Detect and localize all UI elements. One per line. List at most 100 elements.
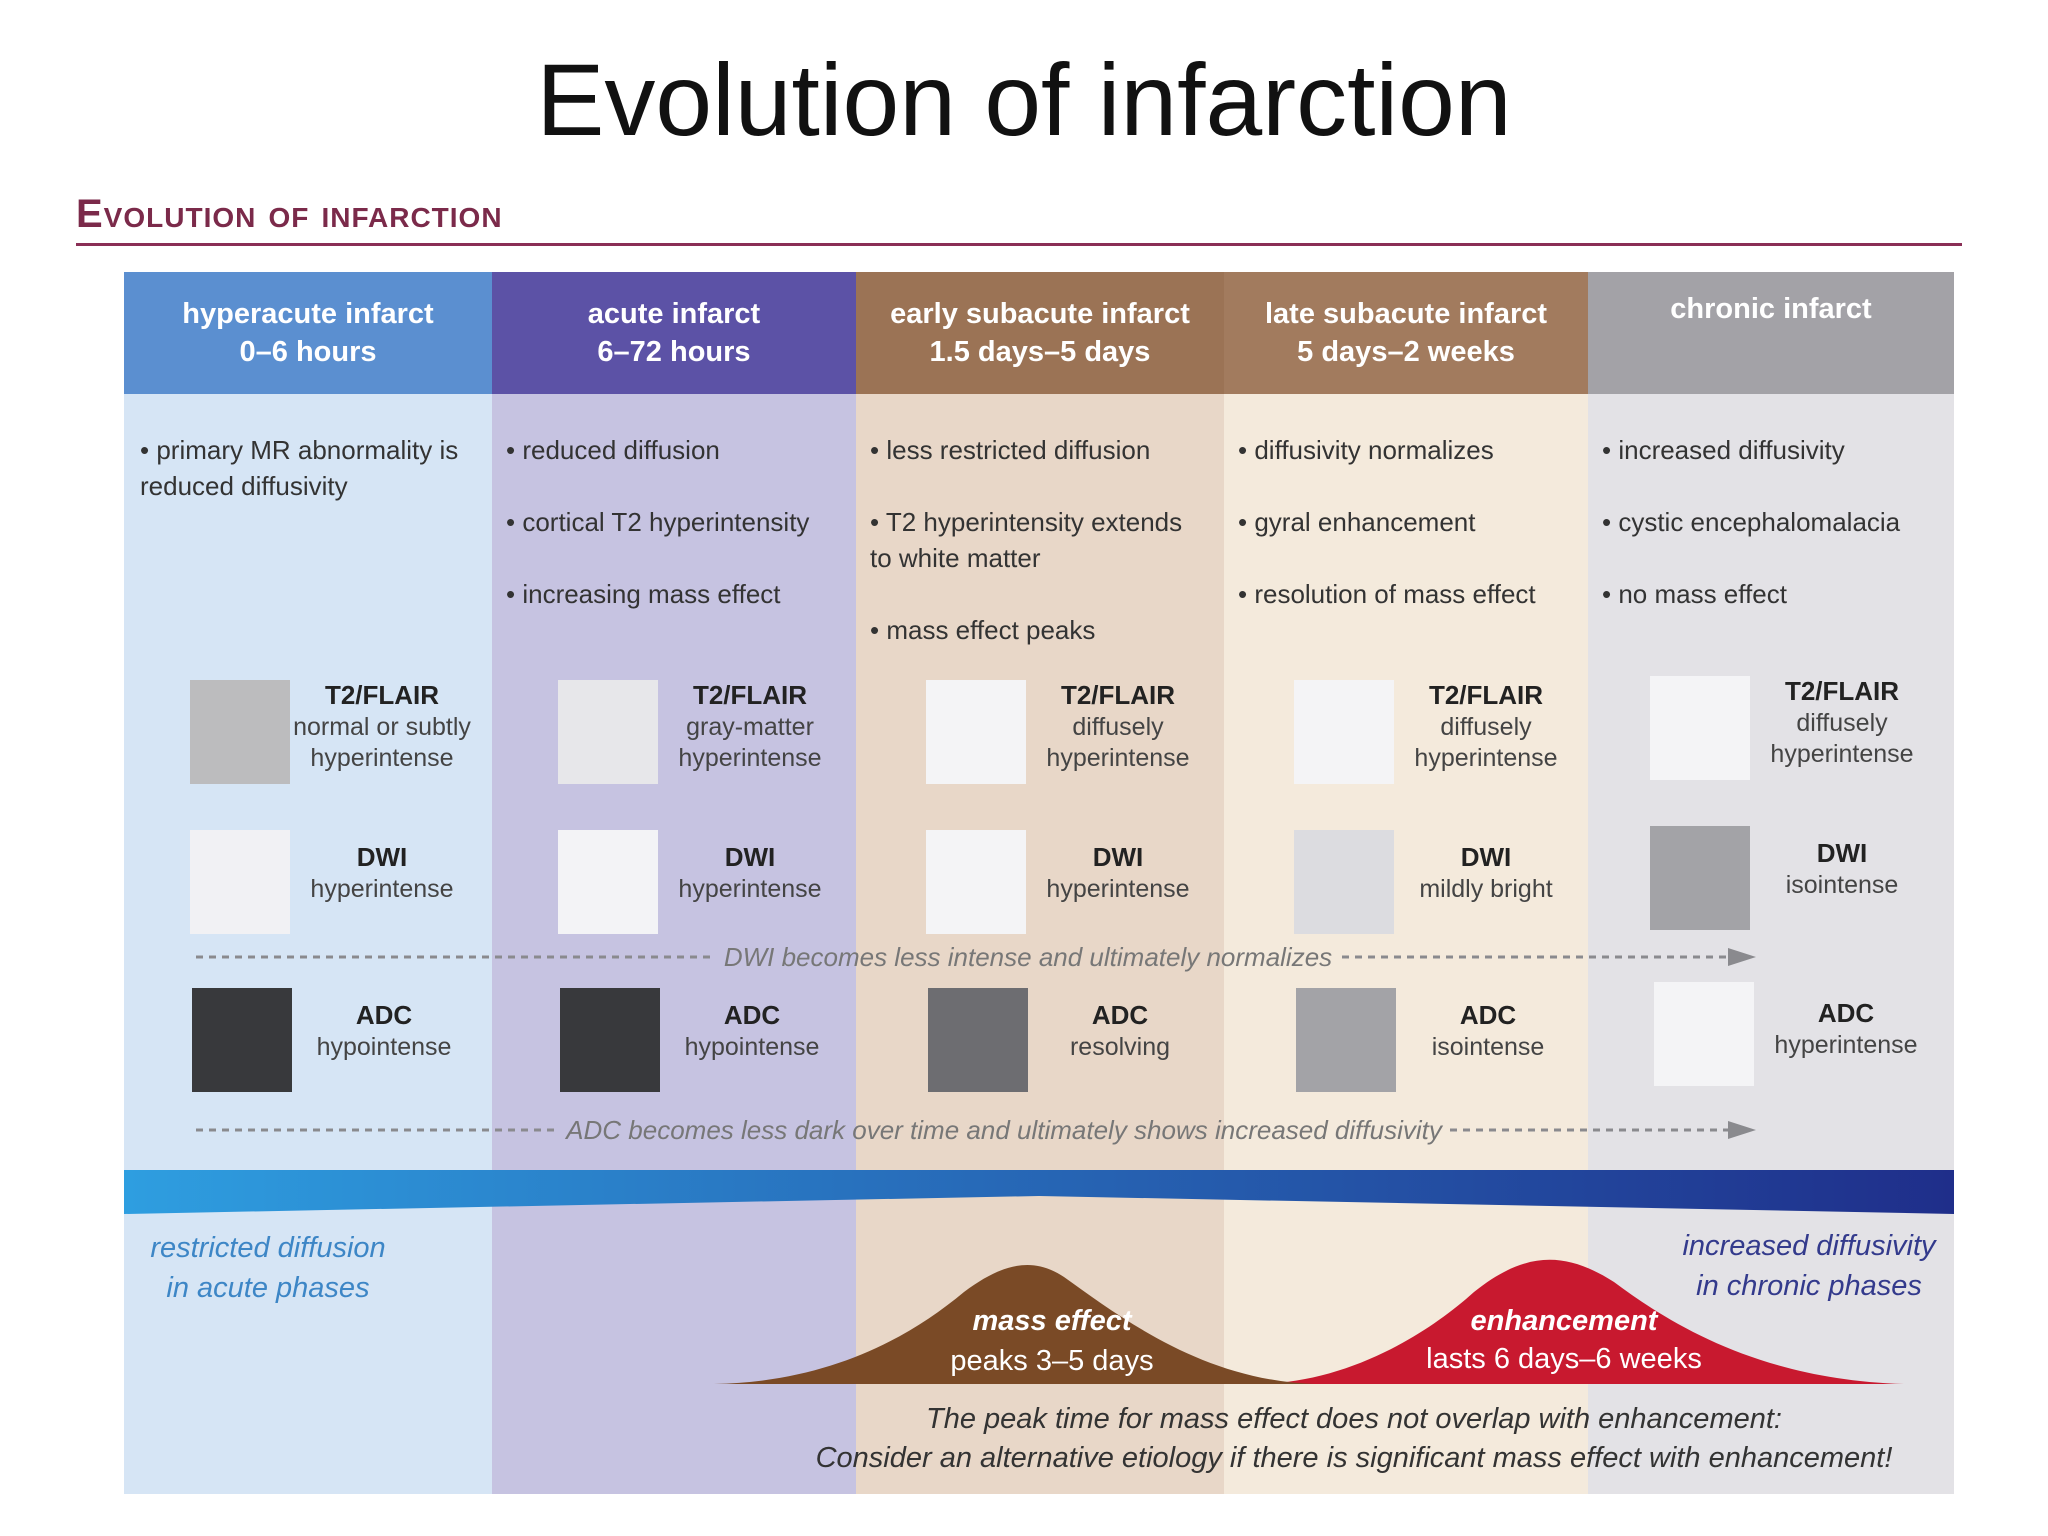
adc-title: ADC [723, 1000, 781, 1030]
t2-label-late-subacute: T2/FLAIR diffusely hyperintense [1396, 680, 1576, 774]
header-title: early subacute infarct [890, 298, 1190, 330]
column-bg-chronic [1588, 272, 1954, 1494]
diffusion-left-label: restricted diffusion in acute phases [150, 1232, 386, 1304]
t2-title: T2/FLAIR [1784, 676, 1900, 706]
adc-swatch-late-subacute [1296, 988, 1396, 1092]
finding: • reduced diffusion [506, 435, 720, 465]
header-hyperacute: hyperacute infarct 0–6 hours [124, 272, 492, 394]
t2-desc: diffusely hyperintense [1770, 709, 1914, 768]
mass-effect-title: mass effect [972, 1305, 1132, 1337]
diffusion-right-label: increased diffusivity in chronic phases [1682, 1230, 1936, 1302]
enhancement-desc: lasts 6 days–6 weeks [1426, 1343, 1702, 1375]
t2-title: T2/FLAIR [324, 680, 440, 710]
header-early-subacute: early subacute infarct 1.5 days–5 days [856, 272, 1224, 394]
adc-title: ADC [355, 1000, 413, 1030]
dwi-arrowhead [1728, 948, 1756, 966]
figure-heading: Evolution of infarction [76, 192, 503, 236]
adc-title: ADC [1817, 998, 1875, 1028]
finding: • gyral enhancement [1238, 507, 1476, 537]
infarction-timeline-figure: hyperacute infarct 0–6 hours acute infar… [124, 272, 1954, 1494]
enhancement-curve [1254, 1259, 1904, 1384]
header-chronic: chronic infarct [1588, 272, 1954, 394]
dwi-swatch-late-subacute [1294, 830, 1394, 934]
t2-swatch-chronic [1650, 676, 1750, 780]
adc-swatch-early-subacute [928, 988, 1028, 1092]
dwi-swatch-acute [558, 830, 658, 934]
t2-label-acute: T2/FLAIR gray-matter hyperintense [660, 680, 840, 774]
diffusion-band [124, 1170, 1954, 1214]
dwi-title: DWI [1460, 842, 1512, 872]
dwi-label-hyperacute: DWI hyperintense [292, 842, 472, 905]
finding: • less restricted diffusion [870, 435, 1151, 465]
adc-label-chronic: ADC hyperintense [1756, 998, 1936, 1061]
mass-effect-desc: peaks 3–5 days [950, 1345, 1153, 1377]
dwi-label-acute: DWI hyperintense [660, 842, 840, 905]
dwi-swatch-early-subacute [926, 830, 1026, 934]
header-time: 5 days–2 weeks [1297, 336, 1515, 368]
adc-swatch-acute [560, 988, 660, 1092]
t2-title: T2/FLAIR [1060, 680, 1176, 710]
header-title: late subacute infarct [1264, 298, 1548, 330]
findings-early-subacute: • less restricted diffusion • T2 hyperin… [870, 432, 1210, 684]
header-time: 0–6 hours [239, 336, 377, 368]
adc-label-late-subacute: ADC isointense [1398, 1000, 1578, 1063]
dwi-title: DWI [1816, 838, 1868, 868]
adc-desc: resolving [1069, 1033, 1171, 1061]
adc-arrow-label: ADC becomes less dark over time and ulti… [564, 1115, 1444, 1145]
dwi-desc: hyperintense [1046, 875, 1190, 903]
timeline-overlay: DWI becomes less intense and ultimately … [124, 942, 1954, 1384]
heading-rule [76, 243, 1962, 246]
column-bg-hyperacute [124, 272, 492, 1494]
finding: • increased diffusivity [1602, 435, 1845, 465]
t2-desc: normal or subtly hyperintense [293, 713, 471, 772]
dwi-title: DWI [1092, 842, 1144, 872]
dwi-desc: mildly bright [1419, 875, 1553, 903]
header-title: chronic infarct [1670, 293, 1872, 325]
dwi-swatch-chronic [1650, 826, 1750, 930]
t2-label-chronic: T2/FLAIR diffusely hyperintense [1752, 676, 1932, 770]
finding: • increasing mass effect [506, 579, 781, 609]
t2-swatch-acute [558, 680, 658, 784]
adc-title: ADC [1091, 1000, 1149, 1030]
t2-title: T2/FLAIR [692, 680, 808, 710]
enhancement-title: enhancement [1471, 1305, 1659, 1337]
t2-swatch-early-subacute [926, 680, 1026, 784]
dwi-title: DWI [356, 842, 408, 872]
t2-desc: diffusely hyperintense [1046, 713, 1190, 772]
finding: • primary MR abnormality is reduced diff… [140, 435, 459, 501]
t2-desc: gray-matter hyperintense [678, 713, 822, 772]
adc-desc: hypointense [684, 1033, 820, 1061]
findings-chronic: • increased diffusivity • cystic encepha… [1602, 432, 1948, 648]
t2-swatch-hyperacute [190, 680, 290, 784]
dwi-desc: isointense [1785, 871, 1899, 899]
t2-desc: diffusely hyperintense [1414, 713, 1558, 772]
finding: • no mass effect [1602, 579, 1787, 609]
t2-label-early-subacute: T2/FLAIR diffusely hyperintense [1028, 680, 1208, 774]
finding: • mass effect peaks [870, 615, 1096, 645]
t2-title: T2/FLAIR [1428, 680, 1544, 710]
footnote: The peak time for mass effect does not o… [764, 1400, 1944, 1478]
finding: • cortical T2 hyperintensity [506, 507, 810, 537]
header-time: 1.5 days–5 days [929, 336, 1151, 368]
finding: • diffusivity normalizes [1238, 435, 1494, 465]
dwi-label-late-subacute: DWI mildly bright [1396, 842, 1576, 905]
adc-title: ADC [1459, 1000, 1517, 1030]
t2-swatch-late-subacute [1294, 680, 1394, 784]
t2-label-hyperacute: T2/FLAIR normal or subtly hyperintense [292, 680, 472, 774]
dwi-desc: hyperintense [678, 875, 822, 903]
adc-label-early-subacute: ADC resolving [1030, 1000, 1210, 1063]
header-acute: acute infarct 6–72 hours [492, 272, 856, 394]
finding: • resolution of mass effect [1238, 579, 1536, 609]
slide-title: Evolution of infarction [536, 43, 1512, 157]
adc-swatch-chronic [1654, 982, 1754, 1086]
finding: • cystic encephalomalacia [1602, 507, 1901, 537]
adc-desc: hyperintense [1774, 1031, 1918, 1059]
findings-late-subacute: • diffusivity normalizes • gyral enhance… [1238, 432, 1578, 648]
adc-label-hyperacute: ADC hypointense [294, 1000, 474, 1063]
adc-swatch-hyperacute [192, 988, 292, 1092]
adc-arrowhead [1728, 1121, 1756, 1139]
finding: • T2 hyperintensity extends to white mat… [870, 507, 1183, 573]
adc-desc: isointense [1431, 1033, 1545, 1061]
dwi-arrow-label: DWI becomes less intense and ultimately … [724, 942, 1332, 972]
dwi-swatch-hyperacute [190, 830, 290, 934]
